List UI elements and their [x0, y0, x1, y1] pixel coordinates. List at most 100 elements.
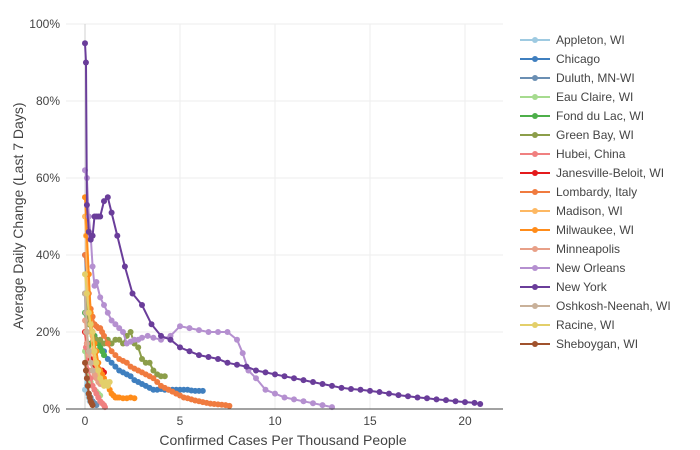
data-point: [205, 354, 212, 361]
data-point: [310, 400, 316, 407]
data-point: [224, 359, 231, 366]
series-racine-wi: [82, 271, 113, 389]
legend-label: New Orleans: [556, 261, 625, 275]
legend-label: Chicago: [556, 52, 600, 66]
data-point: [129, 290, 136, 297]
data-point: [89, 329, 96, 335]
legend-label: Madison, WI: [556, 204, 623, 218]
data-point: [89, 402, 96, 409]
data-point: [139, 302, 145, 309]
data-point: [131, 395, 138, 402]
legend-swatch-marker: [532, 341, 538, 347]
legend-label: Janesville-Beloit, WI: [556, 166, 664, 180]
data-point: [177, 344, 183, 351]
legend-swatch-marker: [532, 151, 538, 157]
legend-item[interactable]: Janesville-Beloit, WI: [520, 166, 664, 180]
data-point: [150, 375, 157, 382]
legend-label: Lombardy, Italy: [556, 185, 637, 199]
legend-label: Duluth, MN-WI: [556, 71, 635, 85]
legend-label: Minneapolis: [556, 242, 620, 256]
legend-item[interactable]: Chicago: [520, 52, 600, 66]
data-point: [215, 355, 221, 362]
series-layer: [82, 40, 484, 411]
data-point: [239, 350, 246, 357]
legend-item[interactable]: Hubei, China: [520, 147, 626, 161]
data-point: [329, 382, 335, 389]
legend-swatch-marker: [532, 227, 538, 233]
data-point: [89, 263, 96, 270]
data-point: [120, 329, 126, 335]
data-point: [121, 263, 128, 270]
data-point: [348, 385, 354, 392]
data-point: [101, 352, 107, 359]
data-point: [82, 40, 88, 47]
data-point: [405, 393, 411, 400]
data-point: [83, 290, 90, 297]
legend-item[interactable]: Sheboygan, WI: [520, 337, 638, 351]
axes: 0 5 10 15 20 0% 20% 40% 60% 80% 100%: [29, 17, 503, 428]
data-point: [93, 359, 100, 366]
y-tick-label: 40%: [36, 248, 60, 262]
data-point: [452, 398, 459, 405]
data-point: [234, 336, 240, 343]
data-point: [338, 384, 345, 391]
legend-item[interactable]: Lombardy, Italy: [520, 185, 637, 199]
data-point: [154, 379, 161, 386]
data-point: [104, 340, 111, 347]
data-point: [262, 386, 269, 393]
legend-label: Sheboygan, WI: [556, 337, 638, 351]
legend-swatch-marker: [532, 75, 538, 81]
data-point: [85, 228, 92, 235]
data-point: [443, 397, 449, 404]
data-point: [101, 302, 107, 309]
legend-item[interactable]: Duluth, MN-WI: [520, 71, 635, 85]
data-point: [127, 329, 134, 335]
legend-label: Hubei, China: [556, 147, 626, 161]
series-new-york: [82, 40, 484, 407]
data-point: [186, 325, 193, 332]
legend-item[interactable]: Madison, WI: [520, 204, 623, 218]
data-point: [319, 402, 326, 409]
data-point: [226, 402, 233, 409]
legend-swatch-marker: [532, 265, 538, 271]
data-point: [85, 348, 92, 355]
legend-item[interactable]: New Orleans: [520, 261, 625, 275]
legend-label: Green Bay, WI: [556, 128, 634, 142]
data-point: [112, 321, 119, 328]
data-point: [95, 367, 102, 374]
y-tick-label: 80%: [36, 94, 60, 108]
x-axis-title: Confirmed Cases Per Thousand People: [159, 432, 406, 448]
legend-item[interactable]: New York: [520, 280, 608, 294]
data-point: [300, 398, 307, 405]
legend-item[interactable]: Green Bay, WI: [520, 128, 634, 142]
data-point: [150, 367, 157, 374]
data-point: [127, 373, 134, 380]
data-point: [85, 309, 92, 316]
data-point: [215, 329, 221, 335]
data-point: [91, 348, 98, 355]
data-point: [471, 399, 478, 406]
data-point: [158, 332, 164, 339]
data-point: [433, 396, 440, 403]
data-point: [82, 359, 88, 366]
data-point: [148, 321, 155, 328]
data-point: [310, 379, 316, 386]
legend-item[interactable]: Fond du Lac, WI: [520, 109, 644, 123]
data-point: [87, 321, 94, 328]
data-point: [291, 396, 297, 403]
legend-label: Milwaukee, WI: [556, 223, 634, 237]
legend-item[interactable]: Eau Claire, WI: [520, 90, 633, 104]
legend-label: Eau Claire, WI: [556, 90, 633, 104]
data-point: [224, 329, 231, 335]
data-point: [357, 386, 364, 393]
legend-item[interactable]: Racine, WI: [520, 318, 615, 332]
legend-item[interactable]: Milwaukee, WI: [520, 223, 634, 237]
y-tick-label: 100%: [29, 17, 60, 31]
data-point: [123, 359, 130, 366]
legend-item[interactable]: Minneapolis: [520, 242, 620, 256]
legend-item[interactable]: Appleton, WI: [520, 33, 625, 47]
legend-swatch-marker: [532, 170, 538, 176]
data-point: [139, 355, 145, 362]
legend-item[interactable]: Oshkosh-Neenah, WI: [520, 299, 671, 313]
